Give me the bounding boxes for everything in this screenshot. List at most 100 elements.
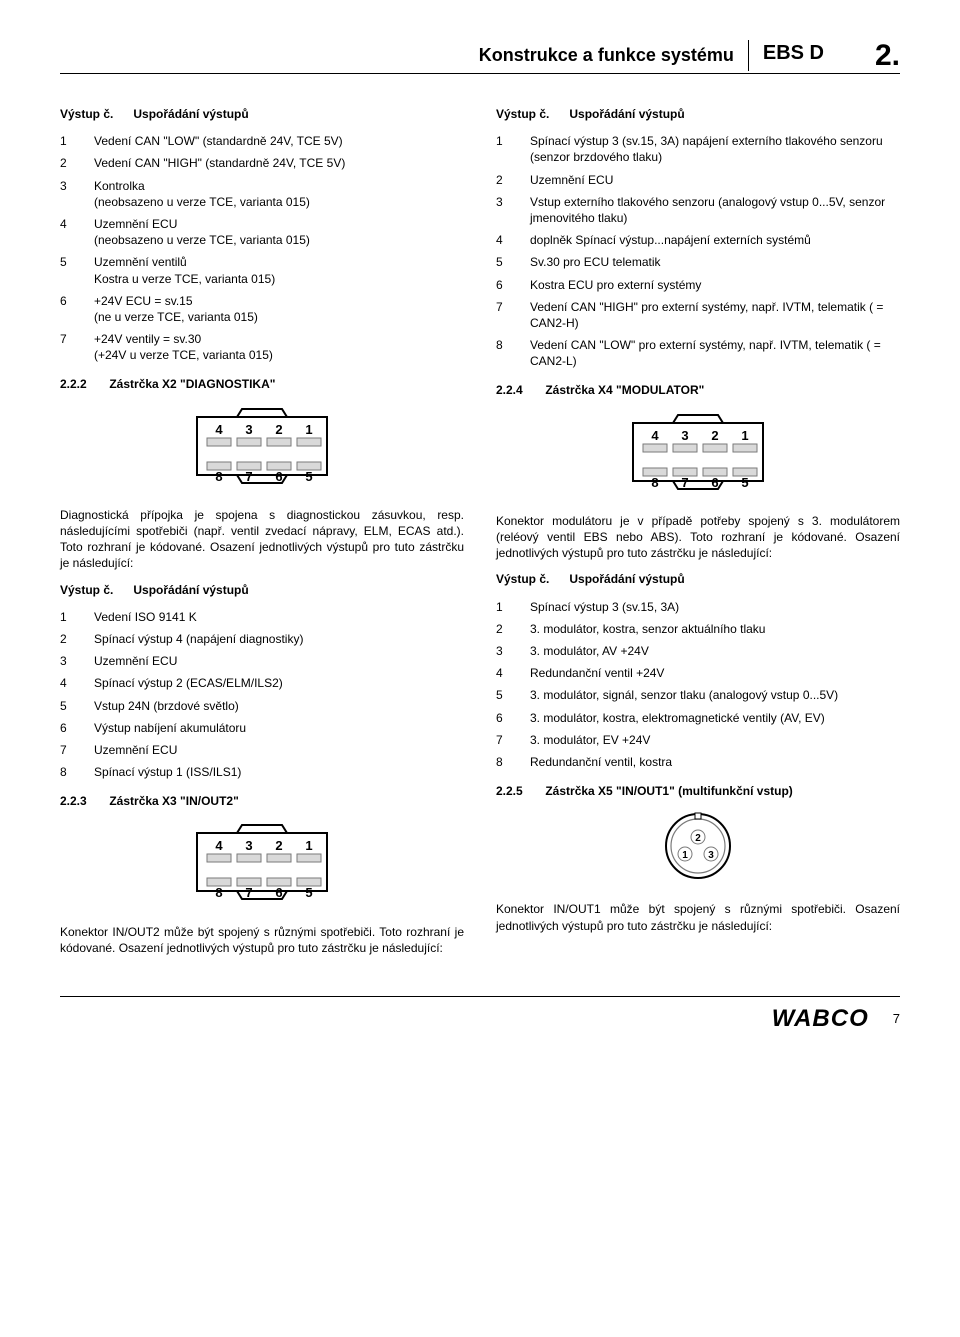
- pin-number: 3: [496, 640, 530, 662]
- pin-number: 4: [496, 662, 530, 684]
- pin-description: Spínací výstup 4 (napájení diagnostiky): [94, 628, 464, 650]
- subheading-num: 2.2.3: [60, 793, 106, 809]
- svg-text:4: 4: [215, 838, 223, 853]
- svg-text:1: 1: [305, 838, 312, 853]
- connector8-diagram: 43218765: [60, 819, 464, 909]
- subheading-num: 2.2.4: [496, 382, 542, 398]
- svg-text:3: 3: [681, 428, 688, 443]
- section-head: Výstup č. Uspořádání výstupů: [496, 571, 900, 587]
- connector8-diagram: 43218765: [60, 403, 464, 493]
- pin-number: 1: [496, 596, 530, 618]
- subheading-title: Zástrčka X2 "DIAGNOSTIKA": [109, 377, 275, 391]
- content-columns: Výstup č. Uspořádání výstupů 1Vedení CAN…: [60, 98, 900, 966]
- pin-row: 1Spínací výstup 3 (sv.15, 3A): [496, 596, 900, 618]
- pin-number: 2: [496, 169, 530, 191]
- pin-row: 1Vedení ISO 9141 K: [60, 606, 464, 628]
- subheading: 2.2.4 Zástrčka X4 "MODULATOR": [496, 382, 900, 398]
- svg-text:1: 1: [305, 422, 312, 437]
- section-head: Výstup č. Uspořádání výstupů: [60, 582, 464, 598]
- pin-description: +24V ventily = sv.30 (+24V u verze TCE, …: [94, 328, 464, 366]
- svg-text:2: 2: [695, 833, 701, 844]
- col-head-b: Uspořádání výstupů: [133, 582, 248, 598]
- pin-description: doplněk Spínací výstup...napájení extern…: [530, 229, 900, 251]
- svg-text:5: 5: [305, 469, 312, 484]
- svg-text:2: 2: [711, 428, 718, 443]
- pin-description: Vstup 24N (brzdové světlo): [94, 695, 464, 717]
- pin-list-left-2: 1Vedení ISO 9141 K2Spínací výstup 4 (nap…: [60, 606, 464, 784]
- pin-row: 8Redundanční ventil, kostra: [496, 751, 900, 773]
- pin-description: Spínací výstup 3 (sv.15, 3A): [530, 596, 900, 618]
- page-header: Konstrukce a funkce systému EBS D 2.: [60, 40, 900, 74]
- pin-row: 5Vstup 24N (brzdové světlo): [60, 695, 464, 717]
- pin-description: Uzemnění ECU: [530, 169, 900, 191]
- svg-text:4: 4: [651, 428, 659, 443]
- pin-row: 2Uzemnění ECU: [496, 169, 900, 191]
- svg-text:1: 1: [741, 428, 748, 443]
- header-title-left: Konstrukce a funkce systému: [60, 43, 748, 71]
- pin-row: 4doplněk Spínací výstup...napájení exter…: [496, 229, 900, 251]
- pin-number: 5: [496, 684, 530, 706]
- pin-row: 4Spínací výstup 2 (ECAS/ELM/ILS2): [60, 672, 464, 694]
- col-head-b: Uspořádání výstupů: [569, 571, 684, 587]
- pin-row: 6+24V ECU = sv.15 (ne u verze TCE, varia…: [60, 290, 464, 328]
- col-head-b: Uspořádání výstupů: [133, 106, 248, 122]
- pin-description: Uzemnění ECU: [94, 739, 464, 761]
- subheading-title: Zástrčka X3 "IN/OUT2": [109, 794, 238, 808]
- pin-description: +24V ECU = sv.15 (ne u verze TCE, varian…: [94, 290, 464, 328]
- left-column: Výstup č. Uspořádání výstupů 1Vedení CAN…: [60, 98, 464, 966]
- pin-number: 2: [60, 628, 94, 650]
- col-head-a: Výstup č.: [496, 571, 549, 587]
- svg-text:2: 2: [275, 838, 282, 853]
- pin-description: Vedení CAN "LOW" (standardně 24V, TCE 5V…: [94, 130, 464, 152]
- page-footer: WABCO 7: [60, 996, 900, 1035]
- connector8-diagram: 43218765: [496, 409, 900, 499]
- svg-text:3: 3: [245, 422, 252, 437]
- pin-number: 3: [496, 191, 530, 229]
- pin-number: 4: [60, 213, 94, 251]
- pin-number: 7: [60, 739, 94, 761]
- pin-description: 3. modulátor, signál, senzor tlaku (anal…: [530, 684, 900, 706]
- pin-description: Redundanční ventil, kostra: [530, 751, 900, 773]
- subheading-title: Zástrčka X5 "IN/OUT1" (multifunkční vstu…: [545, 784, 792, 798]
- svg-text:6: 6: [275, 469, 282, 484]
- subheading-title: Zástrčka X4 "MODULATOR": [545, 383, 704, 397]
- svg-text:7: 7: [245, 469, 252, 484]
- pin-row: 63. modulátor, kostra, elektromagnetické…: [496, 707, 900, 729]
- pin-row: 3Kontrolka (neobsazeno u verze TCE, vari…: [60, 175, 464, 213]
- pin-number: 8: [496, 751, 530, 773]
- pin-row: 5Uzemnění ventilů Kostra u verze TCE, va…: [60, 251, 464, 289]
- col-head-a: Výstup č.: [496, 106, 549, 122]
- svg-text:8: 8: [215, 469, 222, 484]
- col-head-a: Výstup č.: [60, 582, 113, 598]
- pin-row: 1Spínací výstup 3 (sv.15, 3A) napájení e…: [496, 130, 900, 168]
- paragraph: Diagnostická přípojka je spojena s diagn…: [60, 507, 464, 572]
- pin-number: 6: [496, 707, 530, 729]
- svg-text:1: 1: [682, 850, 688, 861]
- pin-number: 8: [496, 334, 530, 372]
- pin-row: 53. modulátor, signál, senzor tlaku (ana…: [496, 684, 900, 706]
- paragraph: Konektor modulátoru je v případě potřeby…: [496, 513, 900, 562]
- subheading: 2.2.3 Zástrčka X3 "IN/OUT2": [60, 793, 464, 809]
- pin-description: Vstup externího tlakového senzoru (analo…: [530, 191, 900, 229]
- svg-text:6: 6: [711, 475, 718, 490]
- pin-number: 5: [60, 695, 94, 717]
- pin-number: 4: [496, 229, 530, 251]
- pin-row: 23. modulátor, kostra, senzor aktuálního…: [496, 618, 900, 640]
- pin-description: 3. modulátor, AV +24V: [530, 640, 900, 662]
- pin-row: 1Vedení CAN "LOW" (standardně 24V, TCE 5…: [60, 130, 464, 152]
- pin-description: Kontrolka (neobsazeno u verze TCE, varia…: [94, 175, 464, 213]
- pin-description: Výstup nabíjení akumulátoru: [94, 717, 464, 739]
- pin-description: Uzemnění ventilů Kostra u verze TCE, var…: [94, 251, 464, 289]
- svg-text:7: 7: [245, 885, 252, 900]
- pin-description: 3. modulátor, EV +24V: [530, 729, 900, 751]
- svg-text:2: 2: [275, 422, 282, 437]
- paragraph: Konektor IN/OUT2 může být spojený s různ…: [60, 924, 464, 956]
- pin-number: 2: [60, 152, 94, 174]
- svg-text:8: 8: [215, 885, 222, 900]
- pin-row: 4Redundanční ventil +24V: [496, 662, 900, 684]
- section-head: Výstup č. Uspořádání výstupů: [496, 106, 900, 122]
- pin-number: 1: [60, 130, 94, 152]
- pin-row: 8Vedení CAN "LOW" pro externí systémy, n…: [496, 334, 900, 372]
- pin-number: 6: [496, 274, 530, 296]
- subheading: 2.2.5 Zástrčka X5 "IN/OUT1" (multifunkčn…: [496, 783, 900, 799]
